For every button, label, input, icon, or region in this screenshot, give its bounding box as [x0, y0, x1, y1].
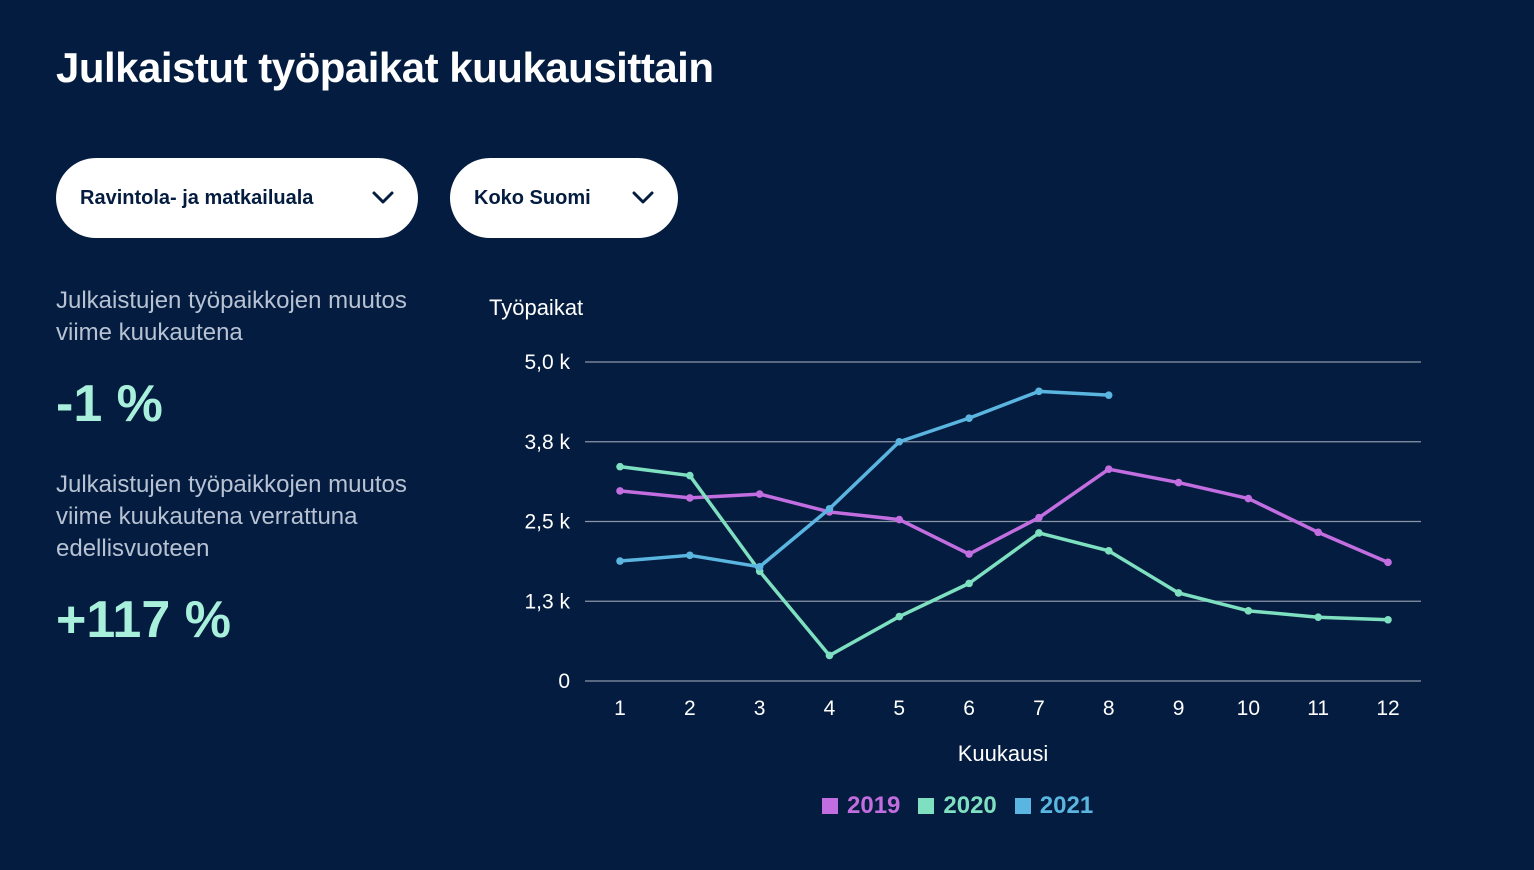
series-line-2020 [618, 464, 1390, 658]
data-point [1104, 547, 1113, 555]
x-tick-label: 4 [824, 697, 836, 720]
y-tick-label: 1,3 k [524, 590, 570, 613]
region-dropdown-label: Koko Suomi [474, 186, 591, 209]
data-point [755, 490, 764, 498]
yearly-change-label: Julkaistujen työpaikkojen muutos viime k… [56, 471, 407, 562]
data-point [965, 414, 973, 422]
x-tick-label: 3 [754, 697, 766, 720]
data-point [895, 612, 904, 621]
chart-legend: 2019 2020 2021 [822, 792, 1093, 820]
x-tick-label: 9 [1173, 697, 1185, 720]
legend-label: 2019 [847, 792, 901, 819]
chevron-down-icon [632, 191, 654, 205]
x-tick-label: 5 [893, 697, 905, 720]
data-point [1104, 465, 1113, 473]
data-point [825, 651, 834, 660]
x-tick-label: 12 [1376, 697, 1399, 720]
data-point [1244, 607, 1253, 615]
data-point [1384, 615, 1392, 624]
y-tick-label: 0 [558, 670, 570, 693]
x-axis-label: Kuukausi [958, 741, 1049, 766]
yearly-change-value: +117 % [56, 591, 231, 649]
y-tick-label: 5,0 k [524, 351, 570, 374]
data-point [1035, 529, 1043, 537]
data-point [895, 437, 904, 446]
legend-label: 2020 [943, 792, 997, 819]
data-point [1104, 391, 1113, 399]
data-point [616, 487, 624, 495]
data-point [825, 504, 834, 513]
y-tick-label: 3,8 k [524, 431, 570, 454]
data-point [895, 515, 904, 524]
data-point [1244, 494, 1253, 503]
chevron-down-icon [372, 191, 394, 205]
data-point [686, 471, 694, 480]
x-tick-label: 1 [614, 697, 626, 720]
legend-item-2019: 2019 [822, 792, 900, 820]
data-point [616, 462, 624, 471]
legend-swatch [918, 798, 935, 814]
legend-swatch [1014, 798, 1031, 814]
industry-dropdown[interactable]: Ravintola- ja matkailuala [56, 158, 418, 238]
page-title: Julkaistut työpaikat kuukausittain [56, 44, 714, 91]
x-tick-label: 2 [684, 697, 696, 720]
data-point [1174, 589, 1183, 597]
data-point [965, 579, 973, 588]
legend-item-2021: 2021 [1014, 792, 1094, 820]
x-tick-label: 8 [1103, 697, 1115, 720]
legend-item-2020: 2020 [918, 792, 997, 820]
data-point [1314, 613, 1322, 621]
industry-dropdown-label: Ravintola- ja matkailuala [80, 186, 314, 209]
x-tick-label: 6 [963, 697, 975, 720]
y-tick-label: 2,5 k [524, 511, 570, 534]
series-line-2021 [618, 389, 1111, 569]
data-point [1035, 387, 1043, 396]
data-point [1314, 528, 1322, 537]
data-point [686, 551, 694, 560]
legend-swatch [822, 798, 838, 814]
data-point [1384, 558, 1392, 567]
monthly-change-label: Julkaistujen työpaikkojen muutos viime k… [56, 287, 407, 346]
monthly-change-value: -1 % [56, 375, 163, 433]
data-point [965, 550, 973, 558]
x-tick-label: 7 [1033, 697, 1045, 720]
data-point [755, 562, 764, 571]
y-axis-label: Työpaikat [489, 295, 583, 320]
region-dropdown[interactable]: Koko Suomi [450, 158, 678, 238]
data-point [686, 494, 694, 502]
x-tick-label: 10 [1237, 697, 1260, 720]
series-line-2019 [618, 467, 1390, 565]
x-tick-label: 11 [1307, 697, 1329, 720]
data-point [616, 557, 624, 565]
legend-label: 2021 [1039, 792, 1094, 819]
data-point [1174, 478, 1183, 487]
data-point [1035, 513, 1043, 522]
